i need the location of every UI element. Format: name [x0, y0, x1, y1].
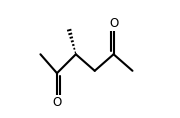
Text: O: O [52, 96, 62, 109]
Text: O: O [109, 17, 118, 30]
